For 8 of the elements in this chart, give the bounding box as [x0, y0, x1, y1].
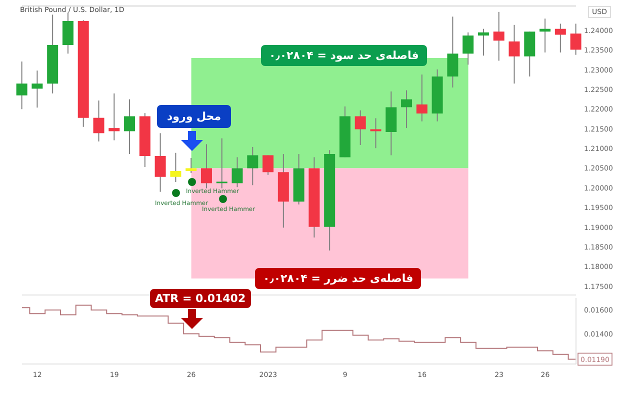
- candlestick: [108, 93, 120, 140]
- band-label: فاصله‌ی حد سود = ۰٫۰۲۸۰۴: [261, 45, 427, 66]
- annotation: ATR = 0.01402: [150, 289, 251, 308]
- candlestick: [540, 18, 551, 52]
- band-label: فاصله‌ی حد ضرر = ۰٫۰۲۸۰۴: [255, 268, 422, 289]
- candlestick: [370, 118, 382, 148]
- annotation: محل ورود: [157, 105, 232, 128]
- candlestick: [216, 138, 228, 188]
